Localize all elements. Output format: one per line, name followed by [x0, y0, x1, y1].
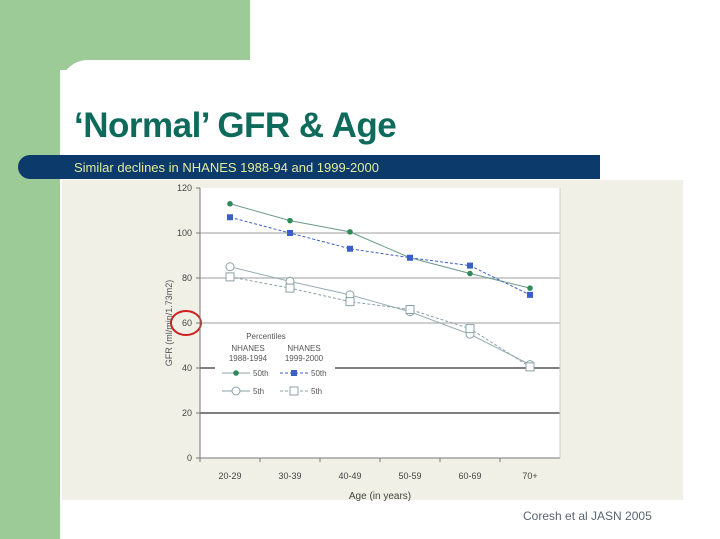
data-point-70+	[527, 291, 533, 298]
green-side-stripe	[0, 0, 60, 539]
x-tick-label-20-29: 20-29	[218, 471, 241, 481]
data-point-60-69	[465, 324, 475, 334]
legend: Percentiles NHANES 1988-1994 NHANES 1999…	[215, 327, 335, 397]
y-tick-label-20: 20	[182, 408, 192, 418]
x-tick-label-70+: 70+	[522, 471, 537, 481]
series-line	[229, 266, 531, 366]
y-tick-label-120: 120	[177, 183, 192, 193]
data-point-30-39	[287, 217, 293, 224]
y-axis-label: GFR (ml/min/1.73m2)	[164, 280, 174, 367]
legend-title: Percentiles	[246, 332, 286, 341]
data-point-30-39	[285, 283, 295, 293]
data-point-20-29	[227, 200, 233, 207]
data-point-40-49	[347, 245, 353, 252]
x-tick-label-30-39: 30-39	[278, 471, 301, 481]
legend-group1-line2: 1988-1994	[229, 354, 268, 363]
highlight-circle	[170, 310, 202, 336]
data-point-50-59	[405, 305, 415, 314]
legend-label: 50th	[311, 369, 327, 378]
legend-marker	[231, 386, 241, 396]
data-point-50-59	[407, 254, 413, 261]
y-tick-label-80: 80	[182, 273, 192, 283]
series-line	[229, 276, 531, 368]
series-5th-1999-2000	[225, 272, 535, 372]
citation: Coresh et al JASN 2005	[523, 509, 652, 523]
series-line	[229, 216, 531, 296]
legend-label: 5th	[311, 387, 322, 396]
legend-label: 50th	[253, 369, 269, 378]
data-point-20-29	[225, 262, 235, 272]
legend-label: 5th	[253, 387, 264, 396]
legend-group2-line1: NHANES	[287, 344, 320, 353]
legend-group2-line2: 1999-2000	[285, 354, 324, 363]
data-point-60-69	[467, 270, 473, 277]
y-tick-label-0: 0	[187, 453, 192, 463]
y-tick-label-100: 100	[177, 228, 192, 238]
legend-marker	[289, 386, 299, 396]
legend-marker	[291, 370, 297, 376]
series-50th-1999-2000	[227, 214, 533, 298]
legend-marker	[233, 370, 239, 376]
y-tick-label-40: 40	[182, 363, 192, 373]
series-line	[229, 203, 531, 289]
data-point-70+	[525, 362, 535, 372]
data-point-30-39	[287, 230, 293, 236]
legend-box	[215, 327, 335, 397]
x-tick-label-40-49: 40-49	[338, 471, 361, 481]
data-point-60-69	[467, 262, 473, 269]
x-tick-label-60-69: 60-69	[458, 471, 481, 481]
slide-title: ‘Normal’ GFR & Age	[74, 106, 397, 145]
x-tick-label-50-59: 50-59	[398, 471, 421, 481]
legend-group1-line1: NHANES	[231, 344, 264, 353]
data-point-70+	[527, 285, 533, 291]
y-tick-label-60: 60	[182, 318, 192, 328]
data-point-20-29	[225, 272, 235, 282]
subtitle-banner: Similar declines in NHANES 1988-94 and 1…	[18, 155, 600, 179]
x-axis-label: Age (in years)	[349, 491, 411, 502]
data-point-40-49	[347, 229, 353, 235]
data-point-20-29	[227, 214, 233, 221]
subtitle-text: Similar declines in NHANES 1988-94 and 1…	[74, 160, 379, 175]
data-point-40-49	[345, 297, 355, 307]
